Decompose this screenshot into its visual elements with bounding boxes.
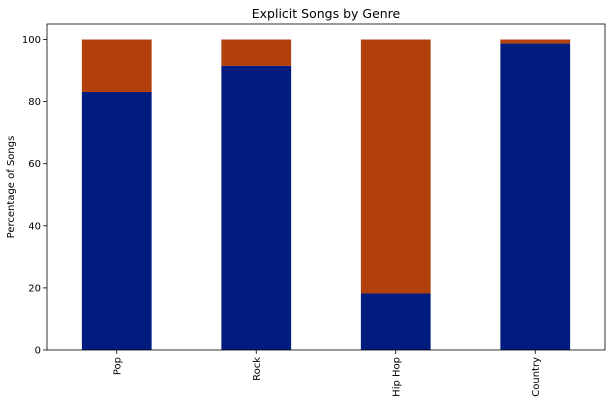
y-tick-label: 0 (35, 346, 41, 357)
y-tick-label: 40 (28, 221, 41, 232)
y-axis-ticks: 0 20 40 60 80 100 (22, 35, 47, 357)
bar-country-segment-2 (500, 39, 571, 44)
x-axis-ticks: Pop Rock Hip Hop Country (112, 350, 542, 397)
bar-rock-segment-1 (221, 65, 292, 350)
x-tick-label: Rock (252, 357, 263, 381)
bar-country-segment-1 (500, 43, 571, 351)
plot-frame (46, 23, 606, 351)
y-tick-label: 60 (28, 159, 41, 170)
x-tick-label: Pop (112, 357, 123, 375)
x-tick-label: Hip Hop (391, 357, 402, 397)
chart-title: Explicit Songs by Genre (252, 6, 401, 21)
bar-pop-segment-1 (81, 91, 152, 351)
y-tick-label: 20 (28, 283, 41, 294)
bar-hip-hop-segment-1 (360, 293, 431, 350)
y-axis-label: Percentage of Songs (6, 136, 17, 239)
bar-hip-hop-segment-2 (360, 39, 431, 294)
y-tick-label: 100 (22, 35, 41, 46)
bars-layer (81, 39, 571, 351)
bar-rock-segment-2 (221, 39, 292, 66)
bar-pop-segment-2 (81, 39, 152, 92)
y-tick-label: 80 (28, 97, 41, 108)
x-tick-label: Country (531, 357, 542, 397)
